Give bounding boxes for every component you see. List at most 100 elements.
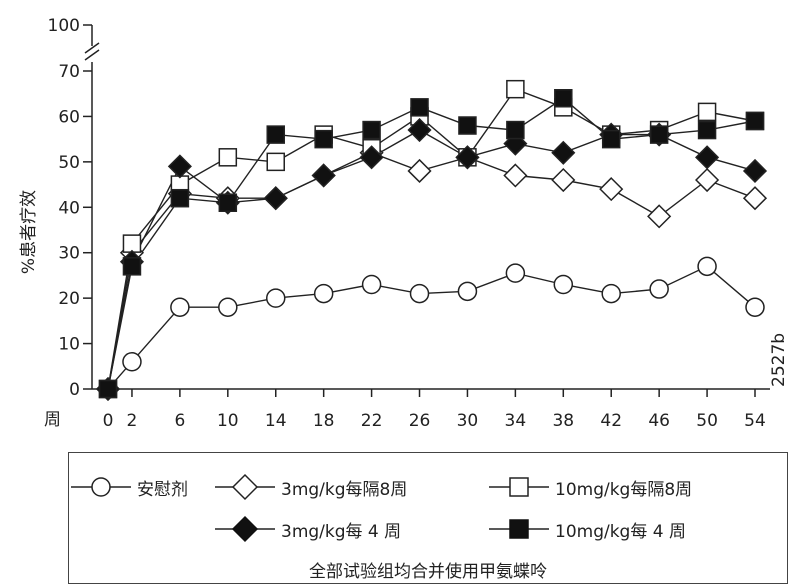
data-point-circle <box>745 297 765 317</box>
data-point-diamond <box>647 204 672 229</box>
data-point-square <box>122 234 142 253</box>
data-point-circle <box>601 283 621 304</box>
legend-item-3mg-q4w: 3mg/kg每 4 周 <box>215 515 401 543</box>
x-tick-label: 0 <box>103 411 114 431</box>
legend-label: 10mg/kg每隔8周 <box>555 479 693 500</box>
y-axis-title: %患者疗效 <box>19 190 39 274</box>
data-point-circle <box>505 263 526 283</box>
legend-item-placebo: 安慰剂 <box>71 473 188 501</box>
x-tick-label: 42 <box>600 411 622 431</box>
y-tick-label: 60 <box>58 107 80 127</box>
x-tick-label: 2 <box>127 411 138 431</box>
data-point-square <box>506 79 525 99</box>
filled-diamond-marker-icon <box>215 515 275 543</box>
data-point-diamond <box>407 158 432 184</box>
x-tick-label: 6 <box>174 411 185 431</box>
data-point-diamond <box>599 177 624 202</box>
x-tick-label: 22 <box>361 411 383 431</box>
x-tick-label: 34 <box>505 411 527 431</box>
filled-square-marker-icon <box>489 519 549 539</box>
data-point-circle <box>553 274 574 295</box>
data-point-square <box>98 379 118 399</box>
legend-note: 全部试验组均合并使用甲氨蝶呤 <box>309 562 547 582</box>
data-point-diamond <box>407 117 432 143</box>
data-point-circle <box>265 288 286 308</box>
x-tick-label: 18 <box>313 411 335 431</box>
legend-label: 安慰剂 <box>137 479 188 500</box>
x-tick-label: 50 <box>696 411 718 431</box>
x-tick-label: 46 <box>648 411 670 431</box>
open-circle-marker-icon <box>71 477 131 497</box>
data-point-diamond <box>742 186 768 211</box>
series-line-3 <box>107 129 756 390</box>
data-point-square <box>266 125 285 144</box>
y-tick-label: 0 <box>69 380 80 400</box>
data-point-circle <box>697 256 717 277</box>
data-point-square <box>122 257 142 276</box>
data-point-diamond <box>695 167 720 193</box>
y-axis-break-mark <box>84 49 100 61</box>
data-point-square <box>601 129 621 149</box>
data-point-square <box>458 116 477 135</box>
open-square-marker-icon <box>489 477 549 497</box>
data-point-circle <box>409 283 430 304</box>
data-point-square <box>266 152 285 172</box>
y-tick-label: 20 <box>58 289 80 309</box>
data-point-diamond <box>742 158 768 184</box>
x-tick-label: 38 <box>552 411 574 431</box>
data-point-square <box>410 98 429 117</box>
data-point-circle <box>313 283 334 304</box>
data-point-square <box>554 89 573 108</box>
data-point-circle <box>361 274 382 295</box>
data-point-diamond <box>695 145 720 170</box>
data-point-diamond <box>263 186 288 211</box>
data-point-circle <box>122 351 142 372</box>
y-tick-label: 50 <box>58 153 80 173</box>
y-tick-label: 70 <box>58 62 80 82</box>
series-markers <box>95 79 768 402</box>
legend-label: 10mg/kg每 4 周 <box>555 521 686 542</box>
x-tick-label: 10 <box>217 411 239 431</box>
data-point-diamond <box>551 167 576 193</box>
data-point-square <box>745 111 765 131</box>
legend-label: 3mg/kg每隔8周 <box>281 479 408 500</box>
legend: 安慰剂 3mg/kg每隔8周 10mg/kg每隔8周 3mg/kg每 4 周 1… <box>68 452 788 584</box>
data-point-square <box>697 102 717 122</box>
y-axis-break-mark <box>84 42 100 54</box>
data-point-square <box>170 188 190 208</box>
y-tick-label: 30 <box>58 244 80 264</box>
x-axis-title: 周 <box>44 410 61 430</box>
y-tick-label: 100 <box>48 16 80 36</box>
data-point-circle <box>649 279 669 299</box>
data-point-square <box>506 120 525 140</box>
data-point-diamond <box>167 154 192 179</box>
data-point-circle <box>457 281 478 302</box>
x-tick-label: 14 <box>265 411 287 431</box>
y-tick-label: 40 <box>58 198 80 218</box>
data-point-square <box>218 148 238 167</box>
legend-item-10mg-q4w: 10mg/kg每 4 周 <box>489 515 686 543</box>
x-tick-label: 54 <box>744 411 766 431</box>
data-point-circle <box>170 297 190 317</box>
legend-label: 3mg/kg每 4 周 <box>281 521 402 542</box>
data-point-diamond <box>551 140 576 165</box>
x-tick-label: 26 <box>409 411 431 431</box>
data-point-square <box>649 125 669 144</box>
open-diamond-marker-icon <box>215 473 275 501</box>
data-point-diamond <box>359 145 384 170</box>
x-tick-label: 30 <box>457 411 479 431</box>
data-point-square <box>362 120 381 140</box>
data-point-circle <box>218 297 238 317</box>
data-point-diamond <box>503 163 528 188</box>
legend-item-3mg-q8w: 3mg/kg每隔8周 <box>215 473 407 501</box>
data-point-square <box>697 120 717 140</box>
data-point-square <box>314 129 333 149</box>
figure-code: 2527b <box>769 333 789 387</box>
data-point-diamond <box>311 163 336 188</box>
series-line-1 <box>107 152 756 390</box>
data-point-diamond <box>455 145 480 170</box>
y-tick-label: 10 <box>58 335 80 355</box>
legend-item-10mg-q8w: 10mg/kg每隔8周 <box>489 473 692 501</box>
